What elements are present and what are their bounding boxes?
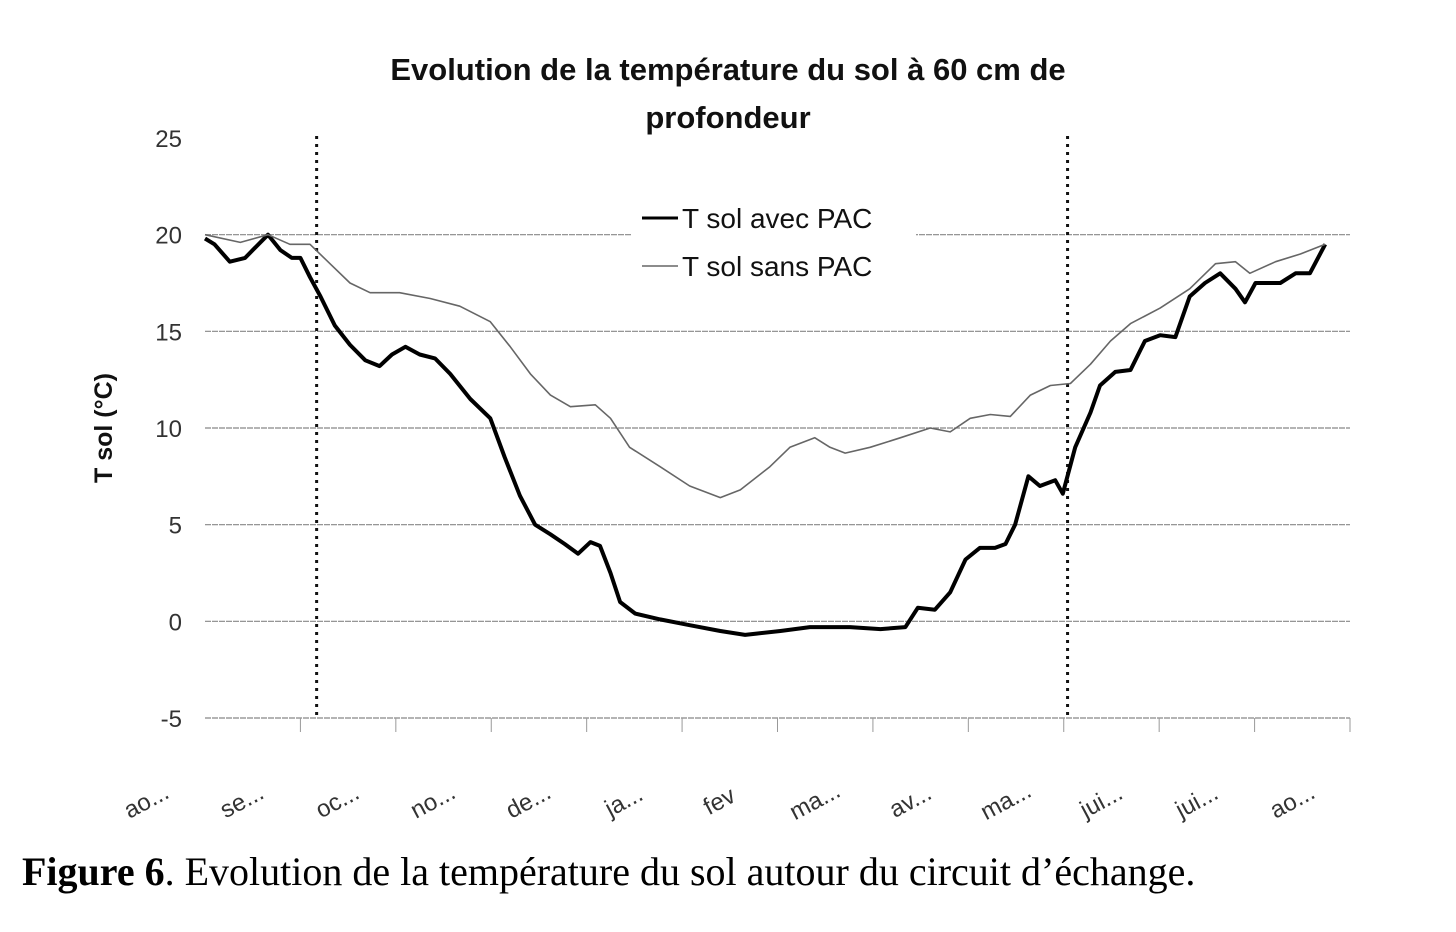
y-tick-label: 10: [155, 416, 182, 443]
x-tick-label: ma...: [785, 777, 845, 826]
figure-label: Figure 6: [22, 849, 165, 894]
x-tick-label: oc...: [311, 779, 364, 824]
series-lines: [203, 232, 1327, 637]
series-line-avec-pac: [203, 232, 1327, 637]
series-line-sans-pac: [204, 233, 1326, 499]
chart-title-line-2: profondeur: [645, 100, 810, 135]
y-tick-label: 20: [155, 223, 182, 250]
y-tick-label: 0: [169, 609, 182, 636]
y-tick-label: 15: [155, 319, 182, 346]
y-tick-label: 25: [155, 126, 182, 153]
x-tick-label: ao...: [1266, 778, 1320, 824]
x-tick-label: ma...: [976, 777, 1036, 826]
y-tick-label: 5: [169, 513, 182, 540]
y-ticks: 25 20 15 10 5 0 -5: [155, 126, 182, 733]
x-ticks: ao... se... oc... no... de... ja... fev ma... av…: [120, 718, 1351, 826]
x-tick-label: de...: [502, 778, 556, 824]
x-tick-label: ao...: [120, 778, 174, 824]
x-tick-label: fev: [699, 782, 740, 821]
x-tick-label: se...: [216, 779, 269, 824]
y-axis-label: T sol (°C): [90, 373, 118, 483]
chart-title-line-1: Evolution de la température du sol à 60 …: [390, 52, 1065, 87]
x-tick-label: no...: [406, 778, 460, 824]
legend: T sol avec PAC T sol sans PAC: [632, 192, 916, 288]
y-tick-label: -5: [161, 706, 182, 733]
legend-label-avec: T sol avec PAC: [682, 203, 872, 234]
vertical-markers: [315, 136, 1070, 720]
figure-caption: Figure 6. Evolution de la température du…: [22, 848, 1195, 895]
caption-text: . Evolution de la température du sol aut…: [164, 849, 1196, 894]
x-tick-label: av...: [885, 779, 936, 823]
x-tick-label: jui...: [1170, 779, 1222, 824]
x-tick-label: ja...: [600, 780, 648, 822]
chart: Evolution de la température du sol à 60 …: [90, 52, 1351, 826]
gridlines: [205, 234, 1350, 719]
legend-label-sans: T sol sans PAC: [682, 251, 872, 282]
x-tick-label: jui...: [1075, 779, 1127, 824]
